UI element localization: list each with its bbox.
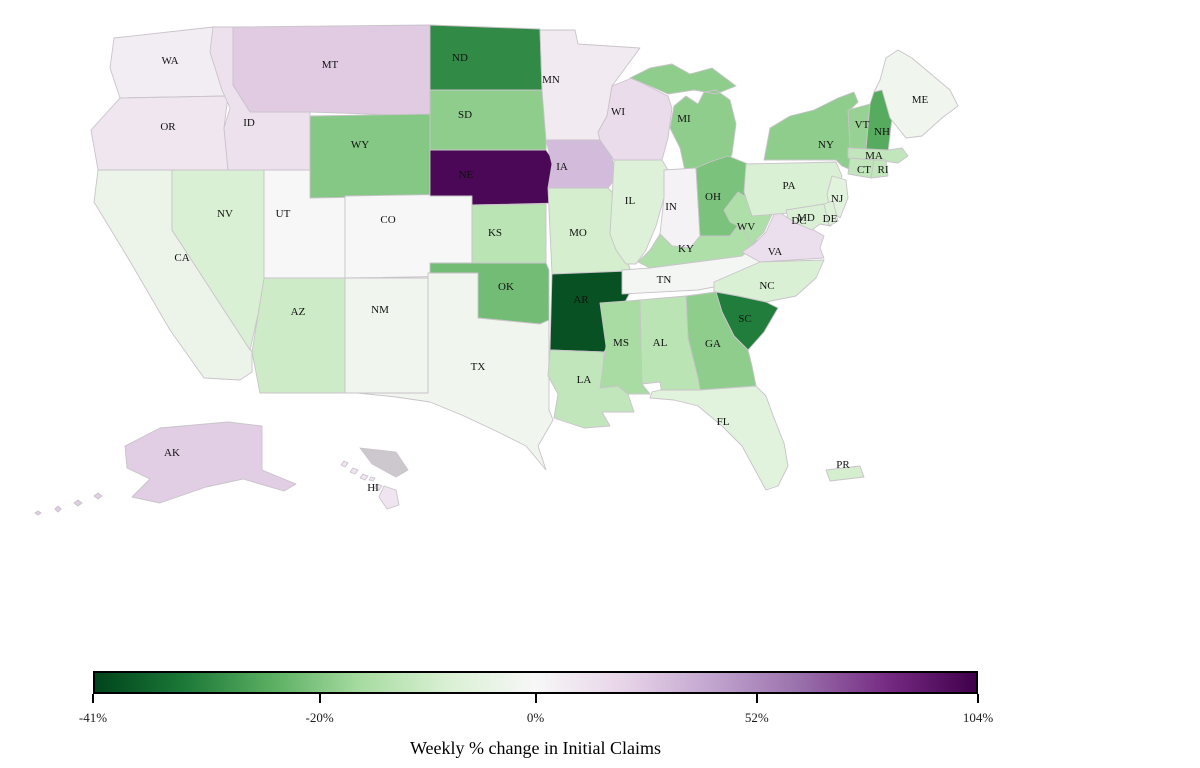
state-label-MO: MO: [569, 227, 587, 239]
state-label-VA: VA: [768, 246, 783, 258]
state-label-RI: RI: [878, 164, 889, 176]
state-KS: [471, 203, 547, 264]
state-label-ID: ID: [243, 117, 255, 129]
state-label-HI: HI: [367, 482, 379, 494]
state-label-CA: CA: [174, 252, 189, 264]
state-label-GA: GA: [705, 338, 721, 350]
colorbar-tick-label: -20%: [305, 710, 334, 725]
state-label-TN: TN: [657, 274, 672, 286]
state-label-OK: OK: [498, 281, 514, 293]
us-choropleth-map: WA OR CA ID NV UT AZ MT WY CO NM ND SD NE KS OK TX MN IA MO…: [34, 24, 959, 516]
state-label-MS: MS: [613, 337, 629, 349]
state-MI: [629, 63, 737, 179]
colorbar-tick: [534, 694, 537, 703]
state-label-ME: ME: [912, 94, 929, 106]
state-AZ: [251, 277, 346, 394]
state-label-TX: TX: [471, 361, 486, 373]
state-label-KS: KS: [488, 227, 502, 239]
state-label-CT: CT: [857, 164, 871, 176]
state-WY: [309, 113, 431, 199]
state-label-NM: NM: [371, 304, 389, 316]
state-AK: [34, 421, 297, 516]
state-label-OH: OH: [705, 191, 721, 203]
state-HI: [340, 460, 400, 510]
state-label-KY: KY: [678, 243, 694, 255]
colorbar-gradient: [95, 673, 976, 692]
colorbar-tick: [755, 694, 758, 703]
state-PR: [825, 465, 865, 482]
state-label-OR: OR: [160, 121, 176, 133]
colorbar-tick: [92, 694, 94, 703]
state-label-PR: PR: [836, 459, 850, 471]
state-DE: [823, 200, 839, 227]
state-ME: [873, 49, 959, 139]
state-label-AK: AK: [164, 447, 180, 459]
state-label-WI: WI: [611, 106, 625, 118]
state-label-IL: IL: [625, 195, 636, 207]
state-label-NV: NV: [217, 208, 233, 220]
state-NM: [344, 277, 429, 394]
state-label-NY: NY: [818, 139, 834, 151]
colorbar-tick-label: 52%: [744, 710, 769, 725]
state-FL: [649, 385, 789, 491]
state-RI: [870, 159, 889, 179]
state-IL: [609, 159, 669, 265]
state-label-AR: AR: [573, 294, 589, 306]
ak-panhandle-islands: [359, 447, 409, 478]
state-label-AL: AL: [653, 337, 668, 349]
state-label-MN: MN: [542, 74, 560, 86]
state-label-DC: DC: [791, 215, 806, 227]
state-label-CO: CO: [380, 214, 395, 226]
state-label-WA: WA: [161, 55, 178, 67]
state-label-VT: VT: [855, 119, 870, 131]
colorbar-tick-label: -41%: [78, 710, 108, 725]
state-label-IA: IA: [556, 161, 568, 173]
state-label-MI: MI: [677, 113, 691, 125]
state-TX: [356, 272, 554, 471]
state-label-SC: SC: [738, 313, 751, 325]
state-label-FL: FL: [717, 416, 730, 428]
state-label-MD: MD: [797, 212, 815, 224]
state-label-AZ: AZ: [291, 306, 306, 318]
state-label-NC: NC: [759, 280, 774, 292]
state-label-NJ: NJ: [831, 193, 844, 205]
state-label-ND: ND: [452, 52, 468, 64]
state-SD: [429, 89, 548, 151]
colorbar-tick-label: 104%: [962, 710, 994, 725]
state-label-UT: UT: [276, 208, 291, 220]
state-label-IN: IN: [665, 201, 677, 213]
state-label-WY: WY: [351, 139, 369, 151]
state-label-NE: NE: [459, 169, 474, 181]
state-label-MT: MT: [322, 59, 339, 71]
state-WI: [597, 77, 673, 161]
state-label-MA: MA: [865, 150, 883, 162]
state-label-SD: SD: [458, 109, 472, 121]
state-label-DE: DE: [823, 213, 838, 225]
state-label-PA: PA: [782, 180, 795, 192]
state-OR: [90, 95, 229, 171]
colorbar-tick: [977, 694, 979, 703]
state-ND: [429, 24, 543, 91]
state-label-NH: NH: [874, 126, 890, 138]
colorbar: [93, 671, 978, 694]
colorbar-title: Weekly % change in Initial Claims: [410, 738, 661, 758]
colorbar-tick-label: 0%: [526, 710, 545, 725]
state-label-WV: WV: [737, 221, 755, 233]
state-label-LA: LA: [577, 374, 592, 386]
colorbar-tick: [318, 694, 321, 703]
